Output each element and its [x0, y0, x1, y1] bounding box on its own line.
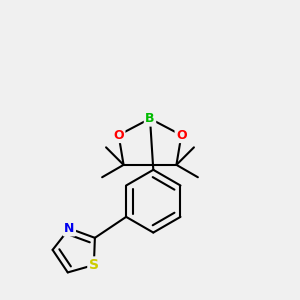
Text: N: N — [64, 222, 75, 235]
Text: S: S — [89, 258, 99, 272]
Text: B: B — [145, 112, 155, 125]
Text: O: O — [113, 129, 124, 142]
Text: O: O — [176, 129, 187, 142]
